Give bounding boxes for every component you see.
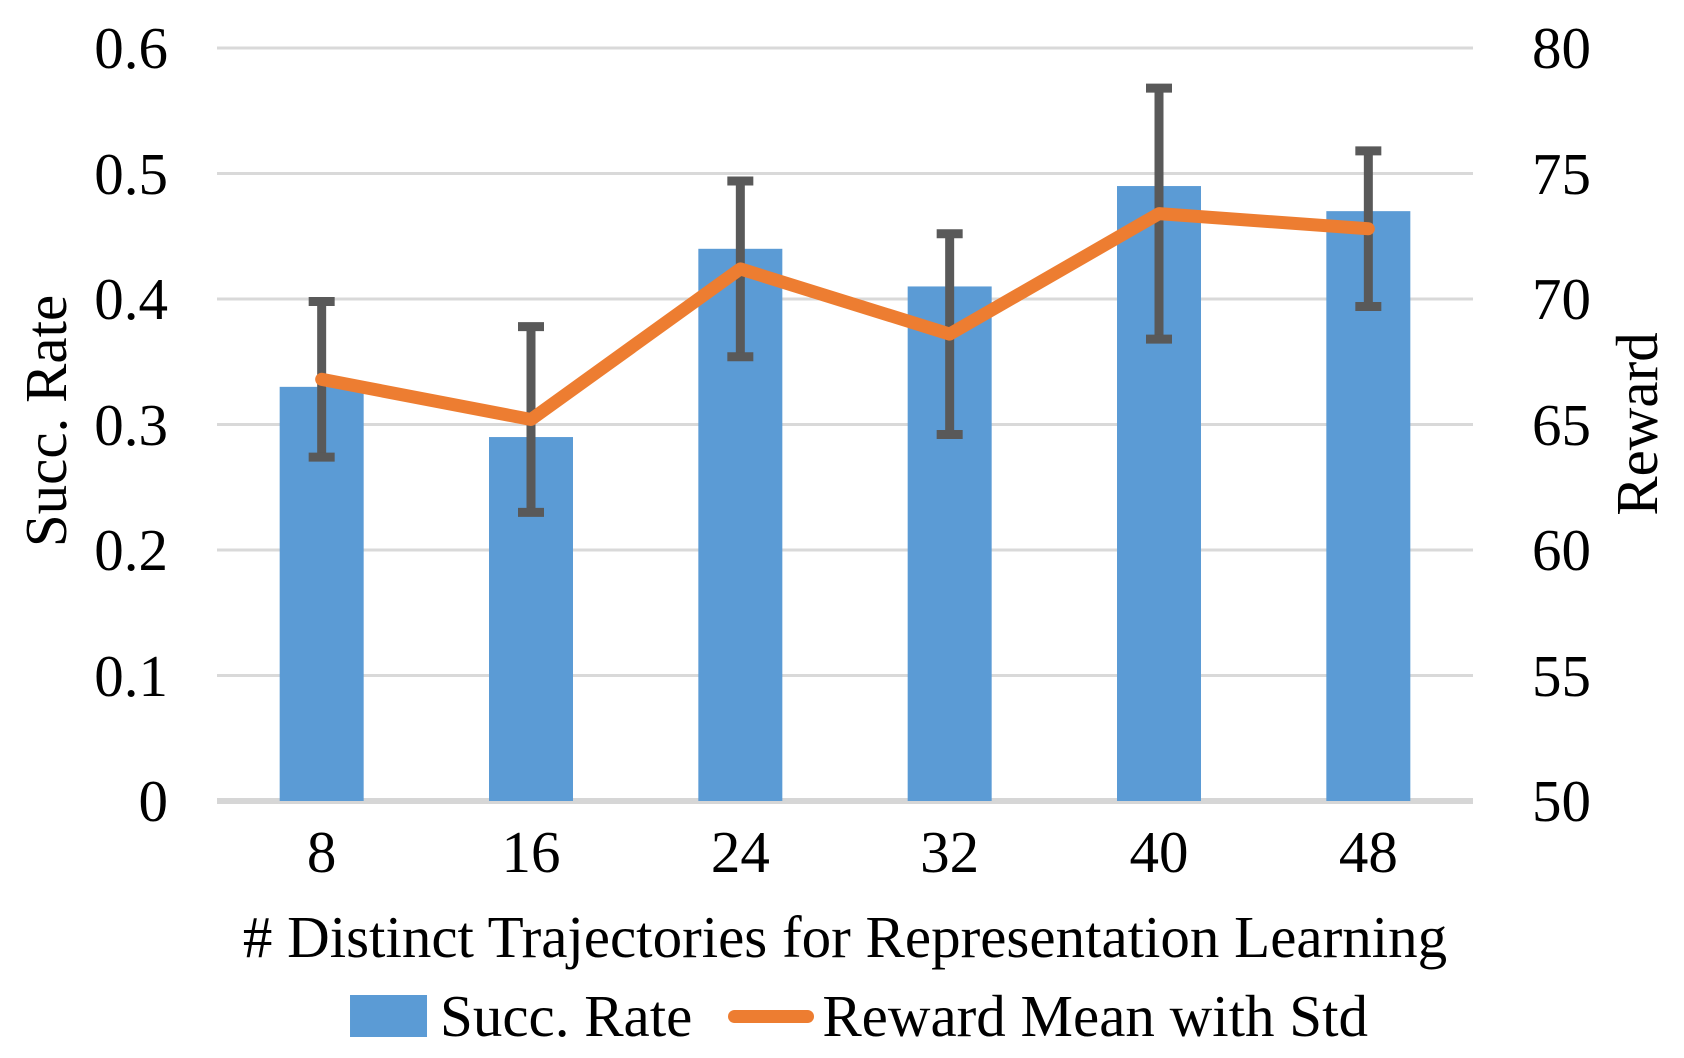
right-tick: 50 bbox=[1532, 768, 1591, 834]
x-tick: 48 bbox=[1338, 819, 1398, 885]
x-tick: 8 bbox=[306, 819, 337, 885]
x-tick: 16 bbox=[501, 819, 561, 885]
legend-bar-label: Succ. Rate bbox=[440, 983, 693, 1049]
right-tick: 75 bbox=[1532, 140, 1591, 207]
right-tick: 60 bbox=[1532, 517, 1591, 583]
left-tick: 0.5 bbox=[94, 140, 168, 207]
legend-bar-swatch-icon bbox=[350, 995, 428, 1037]
right-tick: 55 bbox=[1532, 642, 1591, 709]
x-tick: 24 bbox=[710, 819, 770, 885]
left-tick: 0.4 bbox=[94, 266, 168, 332]
x-tick: 32 bbox=[920, 819, 980, 885]
right-tick: 70 bbox=[1532, 266, 1591, 332]
right-tick: 65 bbox=[1532, 391, 1591, 458]
right-axis-title: Reward bbox=[1604, 332, 1670, 516]
legend-line-swatch-icon bbox=[728, 1009, 815, 1023]
left-tick: 0.1 bbox=[94, 642, 168, 709]
x-axis-title: # Distinct Trajectories for Representati… bbox=[242, 904, 1448, 970]
right-tick: 80 bbox=[1532, 15, 1591, 81]
left-tick: 0.3 bbox=[94, 391, 168, 458]
left-tick: 0.2 bbox=[94, 517, 168, 583]
x-tick: 40 bbox=[1129, 819, 1189, 885]
legend-line-label: Reward Mean with Std bbox=[822, 983, 1368, 1049]
left-tick: 0 bbox=[138, 768, 169, 834]
legend: Succ. Rate Reward Mean with Std bbox=[350, 984, 1368, 1048]
left-axis-title: Succ. Rate bbox=[13, 294, 79, 548]
left-tick: 0.6 bbox=[94, 15, 168, 81]
